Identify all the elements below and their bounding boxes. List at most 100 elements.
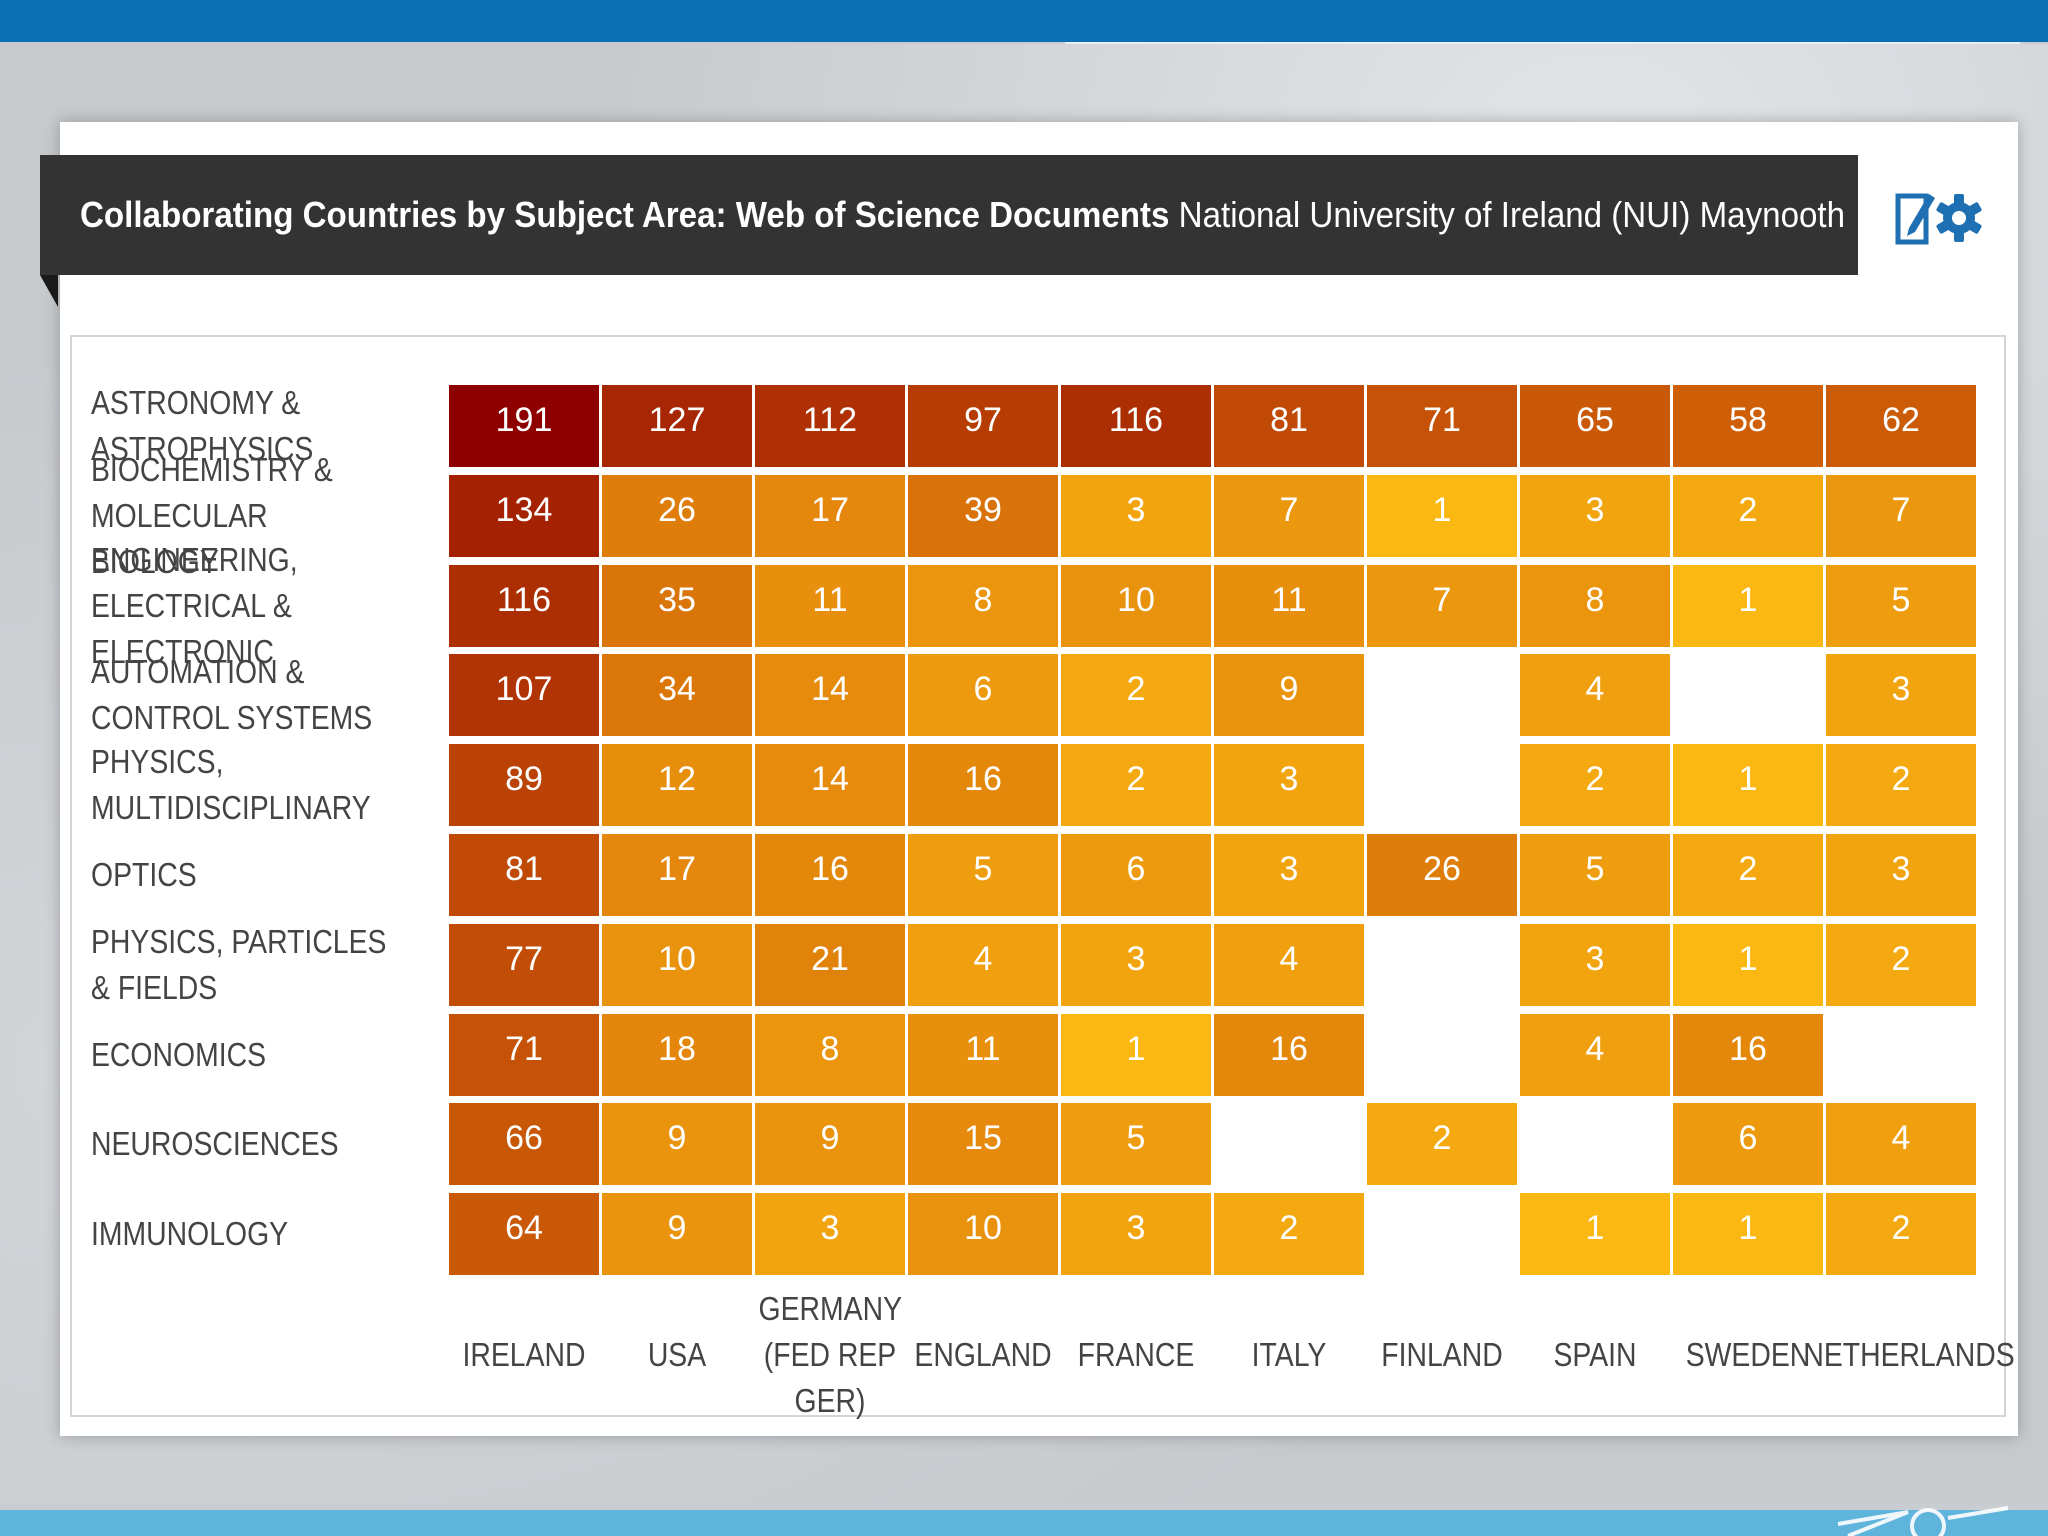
heatmap-cell[interactable]: 81 xyxy=(449,834,599,916)
heatmap-cell[interactable]: 2 xyxy=(1826,1193,1976,1276)
heatmap-cell[interactable]: 2 xyxy=(1826,923,1976,1006)
heatmap-cell[interactable]: 134 xyxy=(449,474,599,557)
heatmap-cell[interactable]: 3 xyxy=(1061,1193,1211,1276)
heatmap-cell[interactable]: 1 xyxy=(1520,1193,1670,1276)
heatmap-cell[interactable]: 2 xyxy=(1826,744,1976,827)
heatmap-cell[interactable]: 14 xyxy=(755,654,905,737)
heatmap-cell[interactable]: 16 xyxy=(1214,1013,1364,1096)
heatmap-cell[interactable]: 11 xyxy=(908,1013,1058,1096)
heatmap-cell[interactable]: 11 xyxy=(755,564,905,647)
heatmap-cell[interactable]: 2 xyxy=(1673,474,1823,557)
gear-icon[interactable] xyxy=(1936,192,1982,244)
heatmap-cell[interactable]: 9 xyxy=(602,1193,752,1276)
heatmap-cell[interactable]: 34 xyxy=(602,654,752,737)
heatmap-cell[interactable]: 7 xyxy=(1367,564,1517,647)
heatmap-cell[interactable]: 16 xyxy=(908,744,1058,827)
heatmap-cell[interactable]: 97 xyxy=(908,385,1058,467)
heatmap-cell[interactable]: 5 xyxy=(908,834,1058,916)
column-label: ENGLAND xyxy=(914,1336,1052,1373)
heatmap-cell[interactable]: 2 xyxy=(1061,744,1211,827)
heatmap-cell[interactable]: 2 xyxy=(1214,1193,1364,1276)
heatmap-cell[interactable]: 9 xyxy=(755,1103,905,1186)
heatmap-cell[interactable]: 5 xyxy=(1061,1103,1211,1186)
heatmap-cell[interactable]: 66 xyxy=(449,1103,599,1186)
heatmap-cell[interactable]: 77 xyxy=(449,923,599,1006)
heatmap-cell[interactable]: 15 xyxy=(908,1103,1058,1186)
heatmap-cell[interactable]: 26 xyxy=(1367,834,1517,916)
heatmap-cell[interactable]: 116 xyxy=(449,564,599,647)
heatmap-cell[interactable]: 7 xyxy=(1826,474,1976,557)
row-label: NEUROSCIENCES xyxy=(91,1125,339,1163)
heatmap-cell[interactable]: 3 xyxy=(1214,744,1364,827)
column-label: FINLAND xyxy=(1381,1336,1503,1373)
heatmap-cell[interactable]: 12 xyxy=(602,744,752,827)
heatmap-cell[interactable]: 35 xyxy=(602,564,752,647)
heatmap-cell[interactable]: 3 xyxy=(755,1193,905,1276)
heatmap-cell[interactable]: 3 xyxy=(1061,923,1211,1006)
heatmap-cell[interactable]: 4 xyxy=(1214,923,1364,1006)
heatmap-cell[interactable]: 81 xyxy=(1214,385,1364,467)
heatmap-cell[interactable]: 116 xyxy=(1061,385,1211,467)
heatmap-cell[interactable]: 1 xyxy=(1673,923,1823,1006)
heatmap-cell[interactable]: 4 xyxy=(908,923,1058,1006)
heatmap-cell[interactable]: 39 xyxy=(908,474,1058,557)
heatmap-cell[interactable]: 1 xyxy=(1061,1013,1211,1096)
heatmap-cell[interactable]: 112 xyxy=(755,385,905,467)
edit-icon[interactable] xyxy=(1895,188,1935,248)
heatmap-cell[interactable]: 6 xyxy=(1061,834,1211,916)
heatmap-cell[interactable]: 8 xyxy=(1520,564,1670,647)
heatmap-cell[interactable]: 26 xyxy=(602,474,752,557)
heatmap-cell[interactable]: 16 xyxy=(1673,1013,1823,1096)
heatmap-cell[interactable]: 7 xyxy=(1214,474,1364,557)
heatmap-cell[interactable]: 65 xyxy=(1520,385,1670,467)
heatmap-cell[interactable]: 21 xyxy=(755,923,905,1006)
heatmap-cell[interactable]: 1 xyxy=(1673,1193,1823,1276)
row-label: PHYSICS, PARTICLES & FIELDS xyxy=(91,922,387,1006)
heatmap-cell[interactable]: 2 xyxy=(1673,834,1823,916)
heatmap-cell[interactable]: 8 xyxy=(908,564,1058,647)
heatmap-cell[interactable]: 3 xyxy=(1061,474,1211,557)
heatmap-cell[interactable]: 4 xyxy=(1520,654,1670,737)
heatmap-cell[interactable]: 18 xyxy=(602,1013,752,1096)
heatmap-cell[interactable]: 2 xyxy=(1061,654,1211,737)
heatmap-cell[interactable]: 127 xyxy=(602,385,752,467)
heatmap-cell[interactable]: 16 xyxy=(755,834,905,916)
heatmap-cell[interactable]: 3 xyxy=(1826,834,1976,916)
heatmap-cell[interactable]: 3 xyxy=(1520,923,1670,1006)
heatmap-cell[interactable]: 3 xyxy=(1214,834,1364,916)
heatmap-cell[interactable]: 5 xyxy=(1520,834,1670,916)
heatmap-cell[interactable]: 64 xyxy=(449,1193,599,1276)
heatmap-cell[interactable]: 191 xyxy=(449,385,599,467)
heatmap-cell[interactable]: 9 xyxy=(602,1103,752,1186)
heatmap-cell[interactable]: 6 xyxy=(1673,1103,1823,1186)
heatmap-cell[interactable]: 2 xyxy=(1520,744,1670,827)
heatmap-cell[interactable]: 89 xyxy=(449,744,599,827)
heatmap-cell[interactable]: 1 xyxy=(1367,474,1517,557)
snowflake-decoration-icon xyxy=(1837,1506,2009,1536)
heatmap-cell[interactable]: 17 xyxy=(755,474,905,557)
heatmap-cell[interactable]: 11 xyxy=(1214,564,1364,647)
heatmap-cell[interactable]: 4 xyxy=(1520,1013,1670,1096)
heatmap-cell[interactable]: 10 xyxy=(1061,564,1211,647)
heatmap-cell[interactable]: 6 xyxy=(908,654,1058,737)
heatmap-cell[interactable]: 107 xyxy=(449,654,599,737)
column-label: SWEDEN xyxy=(1685,1336,1811,1373)
heatmap-cell[interactable]: 4 xyxy=(1826,1103,1976,1186)
heatmap-cell[interactable]: 3 xyxy=(1826,654,1976,737)
heatmap-cell[interactable]: 14 xyxy=(755,744,905,827)
heatmap-cell[interactable]: 58 xyxy=(1673,385,1823,467)
heatmap-cell[interactable]: 3 xyxy=(1520,474,1670,557)
heatmap-cell[interactable]: 5 xyxy=(1826,564,1976,647)
heatmap-cell[interactable]: 9 xyxy=(1214,654,1364,737)
heatmap-cell[interactable]: 10 xyxy=(908,1193,1058,1276)
heatmap-cell[interactable]: 10 xyxy=(602,923,752,1006)
heatmap-cell[interactable]: 8 xyxy=(755,1013,905,1096)
heatmap-cell[interactable]: 71 xyxy=(1367,385,1517,467)
heatmap-cell[interactable]: 17 xyxy=(602,834,752,916)
chart-title: Collaborating Countries by Subject Area:… xyxy=(80,155,1845,275)
heatmap-cell[interactable]: 1 xyxy=(1673,564,1823,647)
heatmap-cell[interactable]: 62 xyxy=(1826,385,1976,467)
heatmap-cell[interactable]: 2 xyxy=(1367,1103,1517,1186)
heatmap-cell[interactable]: 71 xyxy=(449,1013,599,1096)
heatmap-cell[interactable]: 1 xyxy=(1673,744,1823,827)
